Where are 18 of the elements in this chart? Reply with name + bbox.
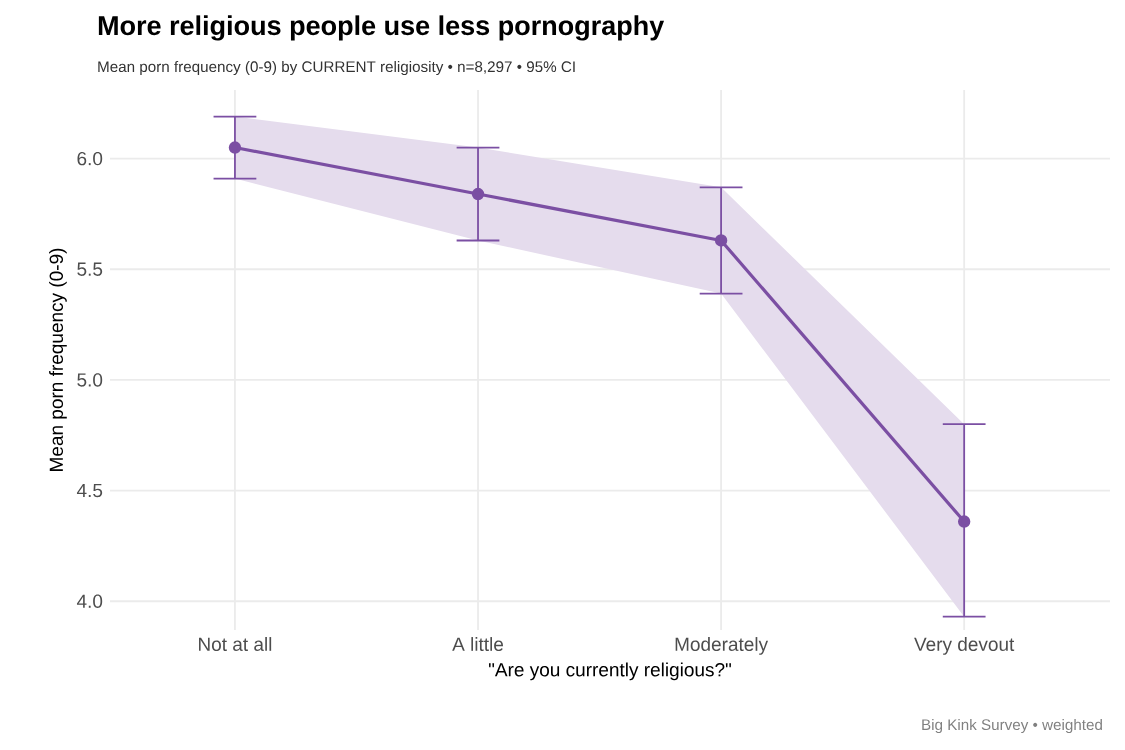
y-tick-label: 6.0 (77, 151, 103, 166)
point (228, 141, 242, 154)
y-tick-label: 5.5 (77, 262, 103, 276)
text: Big Kink Survey • weighted (922, 718, 1102, 734)
point (471, 187, 485, 201)
chart-subtitle: Mean porn frequency (0-9) by CURRENT religiosity • n=8,297 • 95% CI (98, 60, 575, 76)
y-axis-title: Mean porn frequency (0-9) (49, 248, 67, 471)
point (957, 515, 971, 528)
y-tick-label: 5.0 (77, 373, 103, 387)
x-tick-label: A little (452, 637, 504, 652)
y-tick-label: 4.5 (76, 483, 103, 498)
x-tick-label: Moderately (675, 637, 769, 655)
y-tick-label: 4.0 (76, 594, 103, 608)
x-tick-label: Not at all (199, 637, 272, 652)
chart-title: More religious people use less pornography (98, 15, 665, 41)
x-tick-label: Very devout (914, 637, 1015, 655)
x-axis-title: "Are you currently religious?" (488, 662, 731, 681)
point (714, 234, 728, 247)
